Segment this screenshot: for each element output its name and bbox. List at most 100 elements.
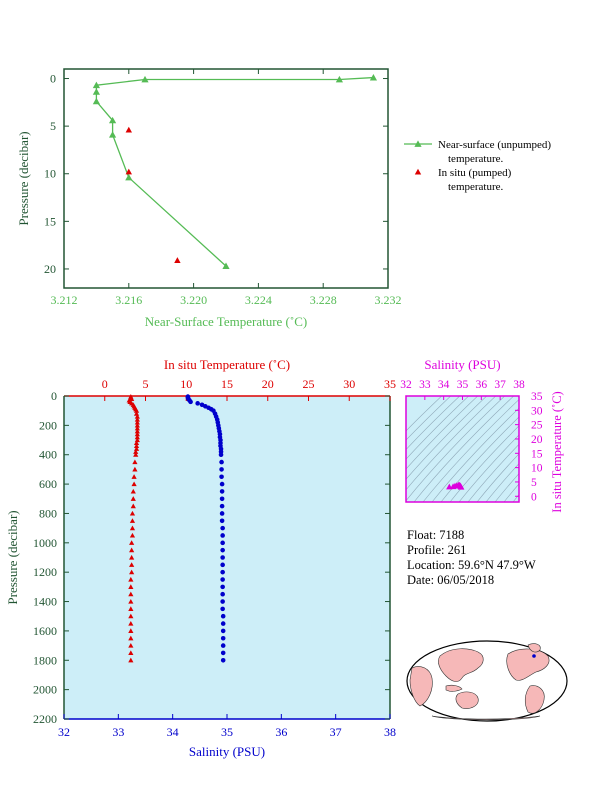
- float-location-marker: [532, 654, 536, 658]
- density-contour: [406, 396, 488, 480]
- salinity-point: [220, 628, 226, 634]
- sal-tick-label: 32: [58, 725, 70, 739]
- temperature-point: [132, 466, 138, 472]
- density-contour: [406, 396, 506, 502]
- temperature-point: [128, 584, 134, 589]
- ts-x-tick-label: 33: [419, 379, 431, 391]
- pressure-tick-label: 2200: [33, 712, 57, 726]
- ts-y-tick-label: 20: [531, 434, 543, 446]
- temperature-point: [129, 554, 135, 560]
- density-contour: [406, 396, 470, 460]
- temperature-point: [129, 525, 136, 531]
- near-surface-point: [92, 97, 100, 105]
- pressure-tick-label: 1400: [33, 595, 57, 609]
- density-contour: [494, 473, 519, 502]
- density-contour: [458, 434, 519, 502]
- pressure-tick-label: 1200: [33, 565, 57, 579]
- map-landmass: [409, 666, 433, 707]
- temperature-point: [134, 422, 140, 428]
- legend-label-near-surface: Near-surface (unpumped): [438, 139, 551, 151]
- temp-tick-label: 15: [221, 377, 233, 391]
- temperature-point: [133, 440, 140, 446]
- x-tick-label: 3.232: [375, 293, 402, 307]
- temperature-point: [134, 431, 140, 437]
- profile-date: Date: 06/05/2018: [407, 573, 495, 587]
- salinity-point: [188, 399, 193, 405]
- x-tick-label: 3.216: [115, 293, 142, 307]
- sal-tick-label: 38: [384, 725, 396, 739]
- density-contour: [476, 453, 519, 502]
- density-contour: [440, 416, 519, 502]
- sal-tick-label: 34: [167, 725, 179, 739]
- pressure-axis-label: Pressure (decibar): [5, 510, 20, 604]
- in-situ-point: [125, 126, 132, 133]
- float-location: Location: 59.6°N 47.9°W: [407, 558, 536, 572]
- temp-tick-label: 25: [303, 377, 315, 391]
- temperature-point: [133, 449, 139, 454]
- salinity-point: [220, 569, 225, 575]
- x-tick-label: 3.224: [245, 293, 272, 307]
- salinity-point: [220, 525, 225, 531]
- temperature-point: [128, 613, 134, 619]
- y-tick-label: 15: [44, 214, 56, 228]
- in-situ-point: [174, 257, 181, 263]
- salinity-point: [218, 452, 224, 458]
- ts-point: [457, 483, 465, 490]
- temperature-point: [129, 540, 135, 545]
- salinity-point: [219, 511, 225, 516]
- salinity-point: [220, 533, 225, 538]
- plot-background: [64, 396, 390, 719]
- density-contour: [413, 396, 515, 502]
- ts-x-tick-label: 32: [400, 379, 412, 391]
- density-contour: [431, 407, 519, 502]
- salinity-point: [219, 503, 225, 509]
- temperature-point: [134, 434, 140, 440]
- ts-y-tick-label: 15: [531, 448, 543, 460]
- salinity-point: [220, 540, 225, 546]
- density-contour: [531, 391, 612, 502]
- near-surface-point: [222, 262, 230, 269]
- temperature-point: [129, 396, 135, 402]
- ts-background: [406, 396, 519, 502]
- float-number: Float: 7188: [407, 528, 465, 542]
- temperature-point: [130, 503, 136, 509]
- near-surface-point: [109, 131, 117, 138]
- temperature-point: [129, 510, 136, 516]
- ts-y-tick-label: 35: [531, 391, 543, 403]
- temperature-point: [134, 419, 140, 425]
- temperature-point: [128, 620, 134, 626]
- ts-y-tick-label: 5: [531, 477, 537, 489]
- salinity-point: [220, 621, 226, 626]
- temperature-point: [134, 425, 140, 431]
- salinity-point: [219, 489, 225, 494]
- salinity-point: [220, 606, 225, 612]
- ts-y-tick-label: 25: [531, 420, 543, 432]
- density-contour: [406, 396, 452, 441]
- x-tick-label: 3.220: [180, 293, 207, 307]
- salinity-point: [219, 518, 225, 524]
- temperature-point: [128, 635, 134, 641]
- profile-number: Profile: 261: [407, 543, 467, 557]
- ts-x-tick-label: 37: [494, 379, 506, 391]
- salinity-point: [219, 474, 224, 480]
- density-contour: [422, 399, 519, 502]
- sal-tick-label: 37: [330, 725, 342, 739]
- salinity-point: [219, 459, 224, 465]
- temperature-point: [132, 459, 138, 465]
- salinity-point: [219, 467, 224, 472]
- temperature-point: [133, 411, 140, 416]
- temperature-point: [134, 428, 140, 434]
- salinity-point: [220, 599, 225, 604]
- near-surface-legend: Near-surface (unpumped) temperature. In si…: [404, 139, 551, 193]
- temperature-point: [131, 474, 137, 479]
- salinity-point: [220, 547, 225, 553]
- density-contour: [406, 396, 443, 432]
- temp-tick-label: 20: [262, 377, 274, 391]
- salinity-point: [220, 657, 226, 663]
- salinity-point: [220, 584, 225, 590]
- temperature-point: [134, 437, 140, 443]
- temperature-point: [128, 657, 134, 663]
- salinity-point: [220, 613, 226, 619]
- pressure-tick-label: 200: [39, 418, 57, 432]
- pressure-tick-label: 1000: [33, 536, 57, 550]
